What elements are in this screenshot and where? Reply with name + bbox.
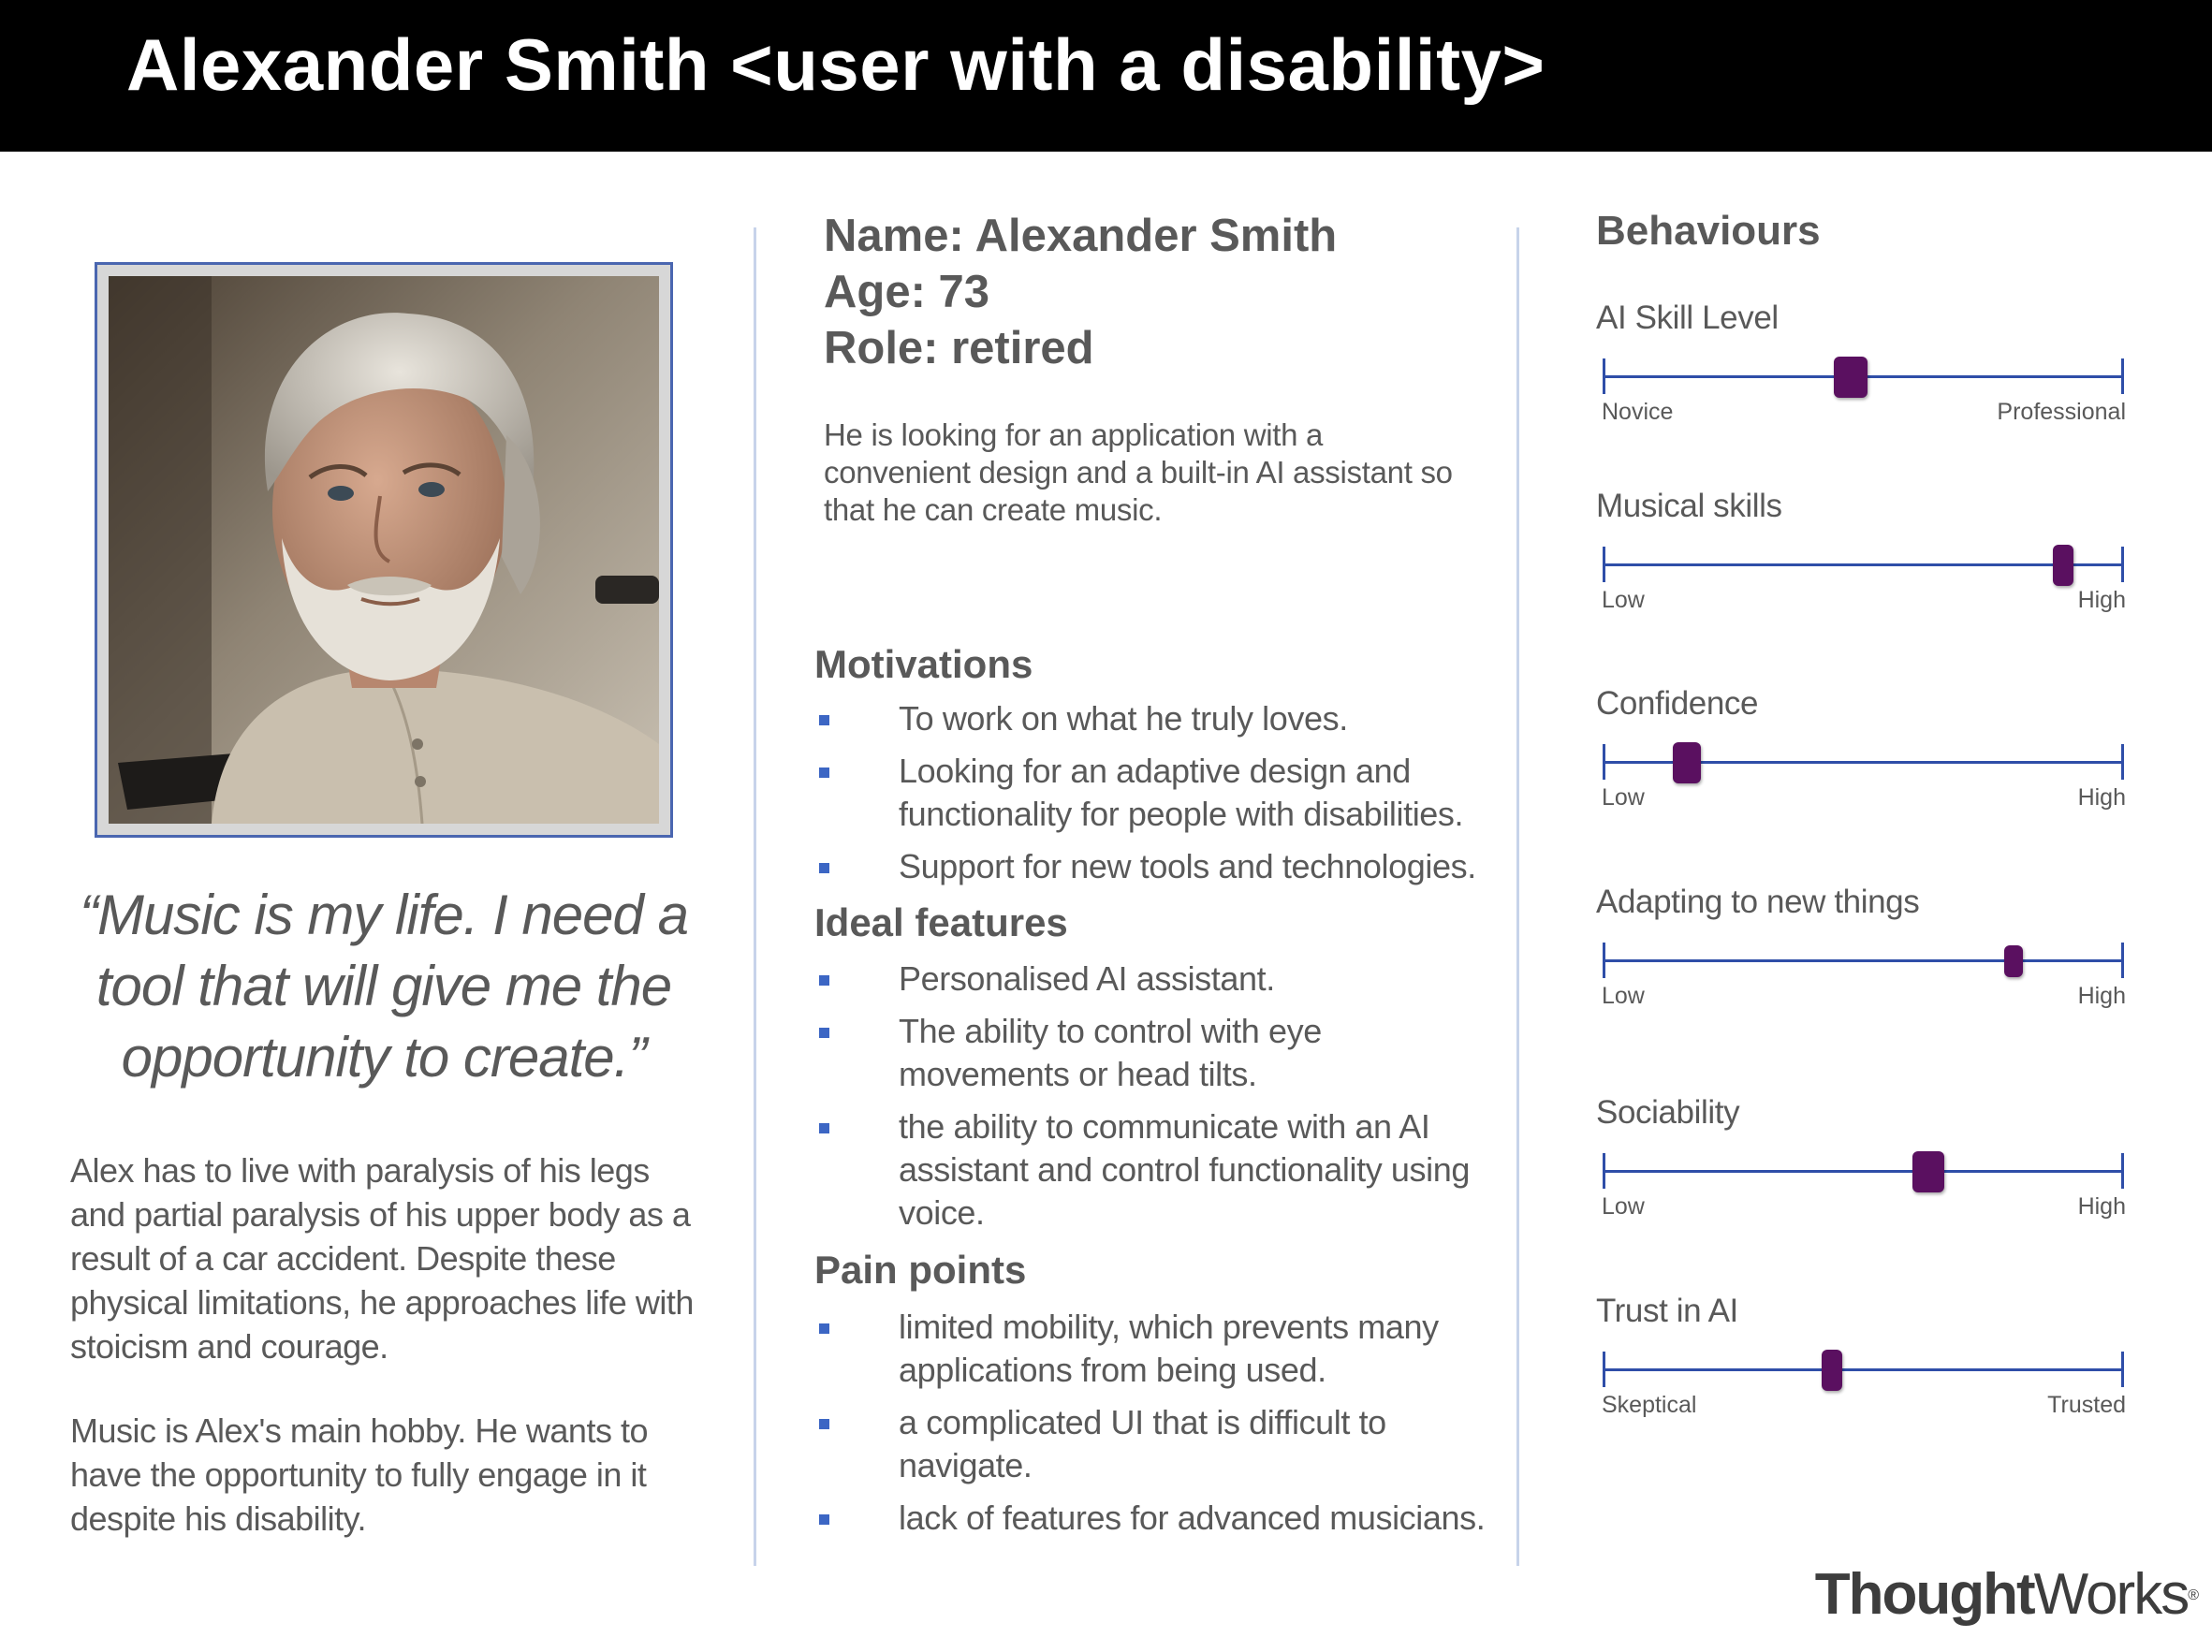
scale-label: AI Skill Level [1596, 300, 1779, 336]
header-bar: Alexander Smith <user with a disability> [0, 0, 2212, 152]
list-item-text: limited mobility, which prevents many ap… [899, 1308, 1439, 1389]
scale-high-label: High [2077, 1193, 2126, 1220]
scale-label: Adapting to new things [1596, 884, 1920, 920]
persona-summary: He is looking for an application with a … [824, 417, 1453, 527]
list-item-text: Personalised AI assistant. [899, 959, 1275, 998]
behaviours-heading: Behaviours [1596, 208, 1821, 254]
bio-paragraph: Alex has to live with paralysis of his l… [70, 1151, 694, 1366]
scale-end-tick [2121, 547, 2124, 582]
list-item-text: Looking for an adaptive design and funct… [899, 752, 1464, 833]
scale-slider-thumb [1833, 357, 1868, 398]
list-item-text: lack of features for advanced musicians. [899, 1498, 1486, 1537]
persona-age: Age: 73 [824, 267, 990, 317]
scale-track [1604, 761, 2123, 764]
scale-high-label: High [2077, 983, 2126, 1009]
list-item: The ability to control with eye movement… [814, 1010, 1488, 1096]
scale-low-label: Low [1602, 587, 1645, 613]
scale-track [1604, 1368, 2123, 1371]
scale-end-tick [2121, 1153, 2124, 1189]
behaviour-scale: Sociability Low High [1596, 1094, 2130, 1253]
list-item: Personalised AI assistant. [814, 958, 1488, 1001]
page-title: Alexander Smith <user with a disability> [126, 23, 1545, 106]
motivations-list: To work on what he truly loves. Looking … [814, 697, 1488, 898]
list-item: the ability to communicate with an AI as… [814, 1105, 1488, 1235]
scale-end-tick [2121, 1352, 2124, 1387]
bullet-icon [819, 768, 829, 778]
scale-label: Musical skills [1596, 488, 1782, 524]
list-item: limited mobility, which prevents many ap… [814, 1306, 1488, 1392]
scale-end-tick [2121, 943, 2124, 978]
behaviour-scale: Adapting to new things Low High [1596, 884, 2130, 1043]
scale-low-label: Novice [1602, 399, 1674, 425]
list-item: Support for new tools and technologies. [814, 845, 1488, 888]
pain-points-list: limited mobility, which prevents many ap… [814, 1306, 1488, 1549]
list-item: To work on what he truly loves. [814, 697, 1488, 740]
list-item: Looking for an adaptive design and funct… [814, 750, 1488, 836]
scale-high-label: High [2077, 587, 2126, 613]
bullet-icon [819, 1123, 829, 1133]
bullet-icon [819, 1419, 829, 1429]
scale-low-label: Low [1602, 784, 1645, 811]
scale-high-label: Trusted [2047, 1392, 2126, 1418]
persona-identity: Name: Alexander Smith Age: 73 Role: reti… [824, 208, 1337, 376]
bio-paragraph: Music is Alex's main hobby. He wants to … [70, 1411, 648, 1538]
list-item-text: To work on what he truly loves. [899, 699, 1348, 738]
scale-slider-thumb [1912, 1151, 1944, 1192]
persona-role: Role: retired [824, 323, 1094, 373]
bullet-icon [819, 1028, 829, 1038]
scale-start-tick [1603, 358, 1605, 394]
bullet-icon [819, 975, 829, 986]
ideal-features-heading: Ideal features [814, 900, 1068, 944]
behaviour-scale: Confidence Low High [1596, 685, 2130, 844]
list-item: lack of features for advanced musicians. [814, 1497, 1488, 1540]
bullet-icon [819, 1514, 829, 1525]
list-item-text: the ability to communicate with an AI as… [899, 1107, 1470, 1232]
bullet-icon [819, 715, 829, 725]
thoughtworks-logo: ThoughtWorks® [1814, 1562, 2199, 1627]
scale-start-tick [1603, 547, 1605, 582]
scale-slider-thumb [1822, 1350, 1843, 1391]
scale-start-tick [1603, 1153, 1605, 1189]
scale-label: Sociability [1596, 1094, 1740, 1131]
scale-track [1604, 563, 2123, 566]
scale-slider-thumb [2004, 945, 2024, 977]
ideal-features-list: Personalised AI assistant. The ability t… [814, 958, 1488, 1244]
scale-start-tick [1603, 1352, 1605, 1387]
motivations-heading: Motivations [814, 642, 1033, 686]
behaviour-scale: AI Skill Level Novice Professional [1596, 300, 2130, 459]
pain-points-heading: Pain points [814, 1248, 1027, 1292]
persona-portrait [109, 276, 659, 824]
persona-quote: “Music is my life. I need a tool that wi… [80, 884, 689, 1089]
scale-low-label: Low [1602, 983, 1645, 1009]
scale-high-label: Professional [1997, 399, 2126, 425]
column-divider-left [754, 227, 756, 1566]
behaviour-scale: Musical skills Low High [1596, 488, 2130, 647]
scale-low-label: Low [1602, 1193, 1645, 1220]
scale-track [1604, 959, 2123, 962]
bullet-icon [819, 863, 829, 873]
scale-high-label: High [2077, 784, 2126, 811]
scale-end-tick [2121, 358, 2124, 394]
persona-photo-frame [95, 262, 673, 838]
scale-end-tick [2121, 744, 2124, 780]
list-item-text: Support for new tools and technologies. [899, 847, 1476, 885]
scale-track [1604, 1170, 2123, 1173]
persona-name: Name: Alexander Smith [824, 211, 1338, 261]
column-divider-right [1516, 227, 1519, 1566]
bullet-icon [819, 1323, 829, 1334]
behaviour-scale: Trust in AI Skeptical Trusted [1596, 1293, 2130, 1452]
scale-low-label: Skeptical [1602, 1392, 1697, 1418]
scale-label: Confidence [1596, 685, 1759, 722]
scale-label: Trust in AI [1596, 1293, 1738, 1329]
scale-start-tick [1603, 744, 1605, 780]
scale-start-tick [1603, 943, 1605, 978]
scale-slider-thumb [1672, 742, 1701, 783]
list-item: a complicated UI that is difficult to na… [814, 1401, 1488, 1487]
scale-slider-thumb [2053, 545, 2074, 586]
list-item-text: a complicated UI that is difficult to na… [899, 1403, 1386, 1484]
list-item-text: The ability to control with eye movement… [899, 1012, 1322, 1093]
